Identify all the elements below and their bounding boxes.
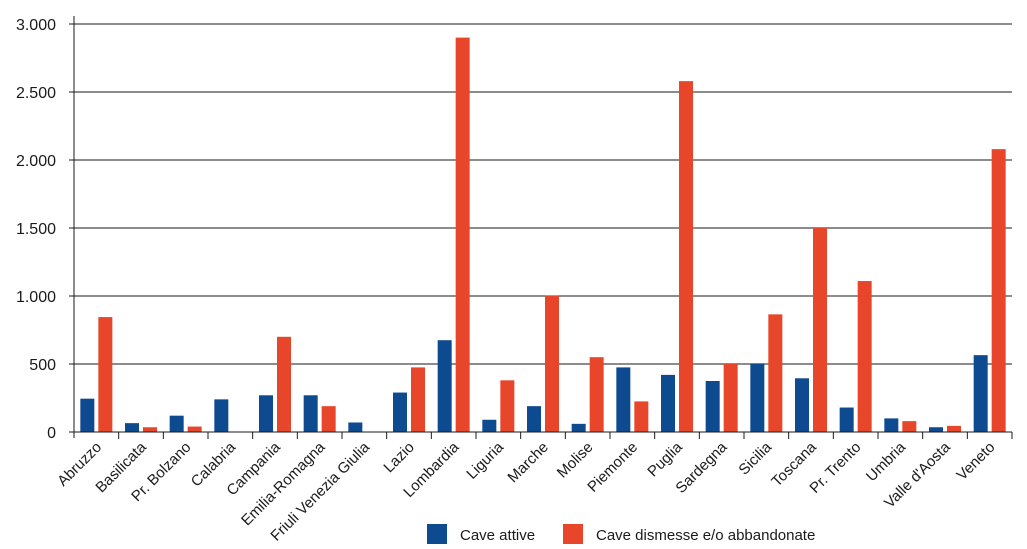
bar-cave-attive-11 bbox=[571, 423, 586, 432]
bar-cave-attive-16 bbox=[795, 378, 809, 432]
gridlines bbox=[69, 23, 1012, 433]
bar-cave-attive-13 bbox=[661, 374, 675, 432]
y-tick-label: 1.000 bbox=[16, 289, 56, 306]
bar-cave-dismesse-11 bbox=[589, 357, 604, 432]
bar-cave-dismesse-19 bbox=[947, 425, 961, 432]
y-tick-label: 2.500 bbox=[16, 85, 56, 102]
bar-cave-dismesse-4 bbox=[277, 336, 291, 432]
bar-cave-attive-17 bbox=[839, 407, 854, 432]
y-tick-label: 2.000 bbox=[16, 153, 56, 170]
x-tick-label: Puglia bbox=[644, 438, 686, 480]
x-tick-label: Liguria bbox=[463, 438, 507, 482]
bars bbox=[80, 37, 1006, 433]
bar-cave-attive-9 bbox=[482, 419, 497, 432]
bar-cave-dismesse-9 bbox=[500, 380, 515, 432]
bar-cave-attive-4 bbox=[259, 395, 273, 432]
bar-cave-dismesse-7 bbox=[411, 367, 425, 432]
axes bbox=[73, 16, 1013, 439]
bar-cave-dismesse-2 bbox=[187, 426, 202, 432]
bar-cave-attive-7 bbox=[393, 392, 407, 432]
bar-cave-attive-6 bbox=[348, 422, 363, 432]
bar-cave-dismesse-15 bbox=[768, 314, 783, 432]
bar-cave-attive-3 bbox=[214, 399, 229, 432]
bar-cave-dismesse-8 bbox=[455, 37, 470, 432]
bar-cave-dismesse-17 bbox=[857, 281, 872, 432]
bar-cave-dismesse-16 bbox=[813, 228, 827, 432]
bar-cave-dismesse-14 bbox=[723, 364, 738, 432]
bar-cave-attive-0 bbox=[80, 398, 95, 432]
bar-cave-attive-2 bbox=[169, 415, 184, 432]
bar-cave-attive-8 bbox=[437, 340, 452, 432]
bar-cave-attive-20 bbox=[973, 355, 988, 432]
x-tick-label: Lazio bbox=[380, 439, 417, 476]
bar-cave-attive-5 bbox=[303, 395, 318, 432]
legend-swatch-cave-attive bbox=[427, 524, 447, 544]
bar-cave-attive-10 bbox=[527, 406, 541, 432]
bar-cave-attive-1 bbox=[125, 423, 139, 432]
y-tick-label: 500 bbox=[29, 357, 56, 374]
legend-swatch-cave-dismesse bbox=[563, 524, 583, 544]
bar-cave-dismesse-5 bbox=[321, 406, 336, 432]
bar-cave-dismesse-0 bbox=[98, 317, 113, 432]
bar-cave-attive-14 bbox=[705, 381, 720, 432]
bar-cave-dismesse-20 bbox=[991, 149, 1006, 432]
x-tick-label: Veneto bbox=[953, 439, 998, 484]
y-tick-label: 1.500 bbox=[16, 221, 56, 238]
y-tick-label: 0 bbox=[47, 425, 56, 442]
x-tick-label: Molise bbox=[554, 439, 597, 482]
bar-cave-attive-12 bbox=[616, 367, 631, 432]
x-tick-label: Marche bbox=[504, 439, 551, 486]
bar-cave-dismesse-1 bbox=[143, 427, 157, 432]
bar-cave-dismesse-12 bbox=[634, 401, 649, 432]
y-axis-tick-labels: 0 500 1.000 1.500 2.000 2.500 3.000 bbox=[16, 17, 56, 442]
legend-label-cave-attive: Cave attive bbox=[460, 527, 535, 544]
bar-cave-attive-15 bbox=[750, 363, 765, 432]
bar-cave-dismesse-18 bbox=[902, 421, 917, 432]
y-tick-label: 3.000 bbox=[16, 17, 56, 34]
x-tick-label: Sicilia bbox=[735, 438, 775, 478]
bar-cave-dismesse-13 bbox=[679, 81, 693, 433]
bar-cave-attive-19 bbox=[929, 427, 943, 432]
legend-label-cave-dismesse: Cave dismesse e/o abbandonate bbox=[596, 527, 815, 544]
bar-cave-attive-18 bbox=[884, 418, 899, 432]
bar-cave-dismesse-10 bbox=[545, 295, 559, 432]
legend: Cave attive Cave dismesse e/o abbandonat… bbox=[427, 524, 815, 544]
